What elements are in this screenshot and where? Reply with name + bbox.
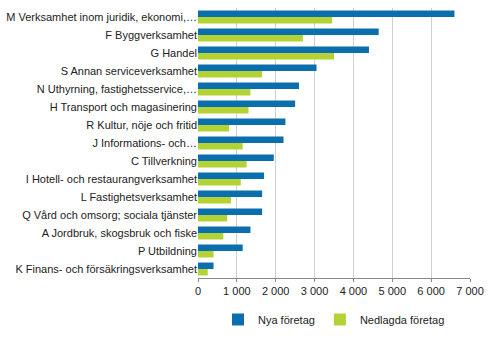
svg-text:0: 0 xyxy=(195,285,201,297)
svg-text:N Uthyrning, fastighetsservice: N Uthyrning, fastighetsservice,… xyxy=(37,83,197,95)
svg-text:M Verksamhet inom juridik, eko: M Verksamhet inom juridik, ekonomi,… xyxy=(6,11,197,23)
svg-text:A Jordbruk, skogsbruk och fisk: A Jordbruk, skogsbruk och fiske xyxy=(42,227,197,239)
svg-text:6 000: 6 000 xyxy=(417,285,445,297)
svg-text:L Fastighetsverksamhet: L Fastighetsverksamhet xyxy=(81,191,197,203)
svg-text:2 000: 2 000 xyxy=(262,285,290,297)
svg-text:3 000: 3 000 xyxy=(301,285,329,297)
svg-text:J Informations- och…: J Informations- och… xyxy=(92,137,197,149)
svg-text:4 000: 4 000 xyxy=(340,285,368,297)
svg-text:Nedlagda företag: Nedlagda företag xyxy=(360,314,444,326)
svg-text:K Finans- och försäkringsverks: K Finans- och försäkringsverksamhet xyxy=(15,263,197,275)
svg-text:7 000: 7 000 xyxy=(456,285,484,297)
svg-text:Q Vård och omsorg; sociala tjä: Q Vård och omsorg; sociala tjänster xyxy=(22,209,197,221)
svg-text:G Handel: G Handel xyxy=(151,47,197,59)
svg-text:H Transport och magasinering: H Transport och magasinering xyxy=(50,101,197,113)
svg-text:R Kultur, nöje och fritid: R Kultur, nöje och fritid xyxy=(86,119,197,131)
svg-text:Nya företag: Nya företag xyxy=(258,314,315,326)
svg-text:F Byggverksamhet: F Byggverksamhet xyxy=(105,29,197,41)
svg-text:C Tillverkning: C Tillverkning xyxy=(131,155,197,167)
svg-text:5 000: 5 000 xyxy=(379,285,407,297)
svg-text:S Annan serviceverksamhet: S Annan serviceverksamhet xyxy=(61,65,197,77)
svg-text:P Utbildning: P Utbildning xyxy=(138,245,197,257)
svg-text:1 000: 1 000 xyxy=(223,285,251,297)
svg-text:I Hotell- och restaurangverksa: I Hotell- och restaurangverksamhet xyxy=(26,173,197,185)
